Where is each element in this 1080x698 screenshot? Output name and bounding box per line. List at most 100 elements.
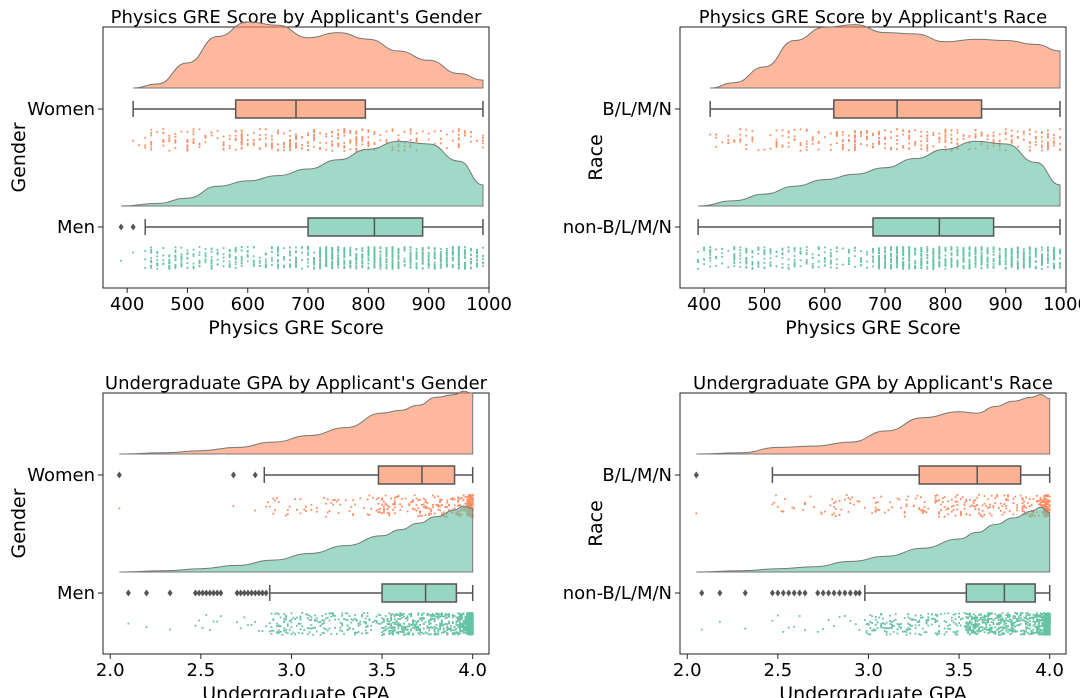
rain-dot: [283, 258, 285, 261]
rain-dot: [228, 263, 231, 265]
y-tick-label: Women: [27, 99, 95, 120]
rain-dot: [944, 258, 947, 260]
rain-dot: [222, 265, 225, 268]
rain-dot: [468, 494, 470, 496]
rain-dot: [132, 251, 135, 254]
rain-dot: [294, 633, 296, 636]
rain-dot: [325, 247, 328, 249]
rain-dot: [739, 249, 742, 251]
rain-dot: [344, 612, 347, 615]
rain-dot: [769, 264, 772, 266]
rain-dot: [1010, 266, 1013, 268]
rain-dot: [1014, 630, 1017, 633]
rain-dot: [920, 130, 923, 133]
rain-dot: [397, 255, 400, 258]
rain-dot: [312, 633, 315, 636]
rain-dot: [733, 247, 736, 250]
rain-dot: [848, 139, 850, 141]
rain-dot: [460, 626, 463, 628]
x-tick-label: 800: [351, 294, 385, 315]
rain-dot: [337, 129, 340, 132]
rain-dot: [1028, 247, 1031, 250]
rain-dot: [1004, 131, 1007, 134]
rain-dot: [470, 500, 472, 503]
rain-dot: [386, 620, 389, 622]
rain-dot: [453, 632, 456, 635]
rain-dot: [457, 138, 460, 141]
rain-dot: [835, 258, 838, 261]
rain-dot: [1028, 133, 1031, 136]
rain-dot: [916, 621, 919, 623]
rain-dot: [943, 633, 946, 636]
rain-dot: [448, 509, 450, 511]
rain-dot: [840, 508, 843, 511]
rain-dot: [428, 633, 431, 636]
rain-dot: [331, 257, 334, 260]
rain-dot: [763, 261, 766, 264]
rain-dot: [343, 129, 346, 132]
rain-dot: [271, 246, 273, 248]
rain-dot: [950, 265, 953, 267]
rain-dot: [739, 257, 742, 260]
rain-dot: [379, 251, 382, 254]
rain-dot: [956, 265, 959, 268]
rain-dot: [471, 497, 474, 500]
rain-dot: [1043, 494, 1046, 497]
rain-dot: [470, 618, 472, 621]
rain-dot: [439, 626, 441, 629]
rain-dot: [204, 136, 207, 139]
rain-dot: [355, 256, 358, 259]
rain-dot: [404, 625, 407, 628]
rain-dot: [947, 625, 950, 627]
rain-dot: [310, 616, 313, 619]
rain-dot: [409, 132, 412, 135]
rain-dot: [1041, 146, 1043, 149]
rain-dot: [448, 613, 450, 615]
rain-dot: [926, 249, 929, 251]
rain-dot: [1053, 144, 1055, 147]
outlier-point: [252, 589, 258, 597]
rain-dot: [1045, 626, 1047, 629]
rain-dot: [319, 267, 321, 270]
rain-dot: [958, 616, 960, 618]
rain-dot: [464, 250, 466, 253]
rain-dot: [974, 616, 977, 619]
rain-dot: [305, 613, 307, 616]
rain-dot: [381, 499, 383, 501]
rain-dot: [277, 625, 280, 627]
rain-dot: [1023, 510, 1026, 513]
rain-dot: [397, 134, 400, 137]
rain-dot: [811, 257, 814, 259]
rain-dot: [733, 261, 736, 264]
rain-dot: [448, 615, 450, 618]
rain-dot: [968, 252, 971, 255]
rain-dot: [1047, 259, 1049, 262]
rain-dot: [424, 501, 427, 503]
rain-dot: [457, 137, 460, 139]
rain-dot: [361, 247, 364, 249]
rain-dot: [144, 267, 147, 269]
rain-dot: [386, 512, 389, 514]
rain-dot: [439, 258, 442, 260]
rain-dot: [902, 250, 905, 253]
rain-dot: [1034, 260, 1037, 263]
rain-dot: [367, 259, 370, 262]
rain-dot: [168, 149, 171, 152]
rain-dot: [1028, 259, 1031, 262]
rain-dot: [330, 501, 333, 504]
rain-dot: [313, 145, 315, 148]
rain-dot: [926, 262, 929, 265]
rain-dot: [162, 254, 165, 257]
rain-dot: [1005, 498, 1008, 500]
rain-dot: [349, 250, 352, 252]
rain-dot: [295, 263, 297, 266]
rain-dot: [892, 631, 895, 633]
rain-dot: [878, 264, 880, 267]
rain-dot: [150, 257, 153, 259]
rain-dot: [409, 253, 412, 256]
rain-dot: [290, 633, 293, 635]
y-tick-label: B/L/M/N: [602, 465, 672, 486]
rain-dot: [271, 251, 273, 253]
rain-dot: [397, 264, 400, 266]
rain-dot: [907, 622, 910, 625]
